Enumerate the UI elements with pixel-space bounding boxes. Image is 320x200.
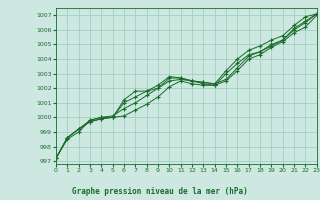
Text: Graphe pression niveau de la mer (hPa): Graphe pression niveau de la mer (hPa) — [72, 187, 248, 196]
